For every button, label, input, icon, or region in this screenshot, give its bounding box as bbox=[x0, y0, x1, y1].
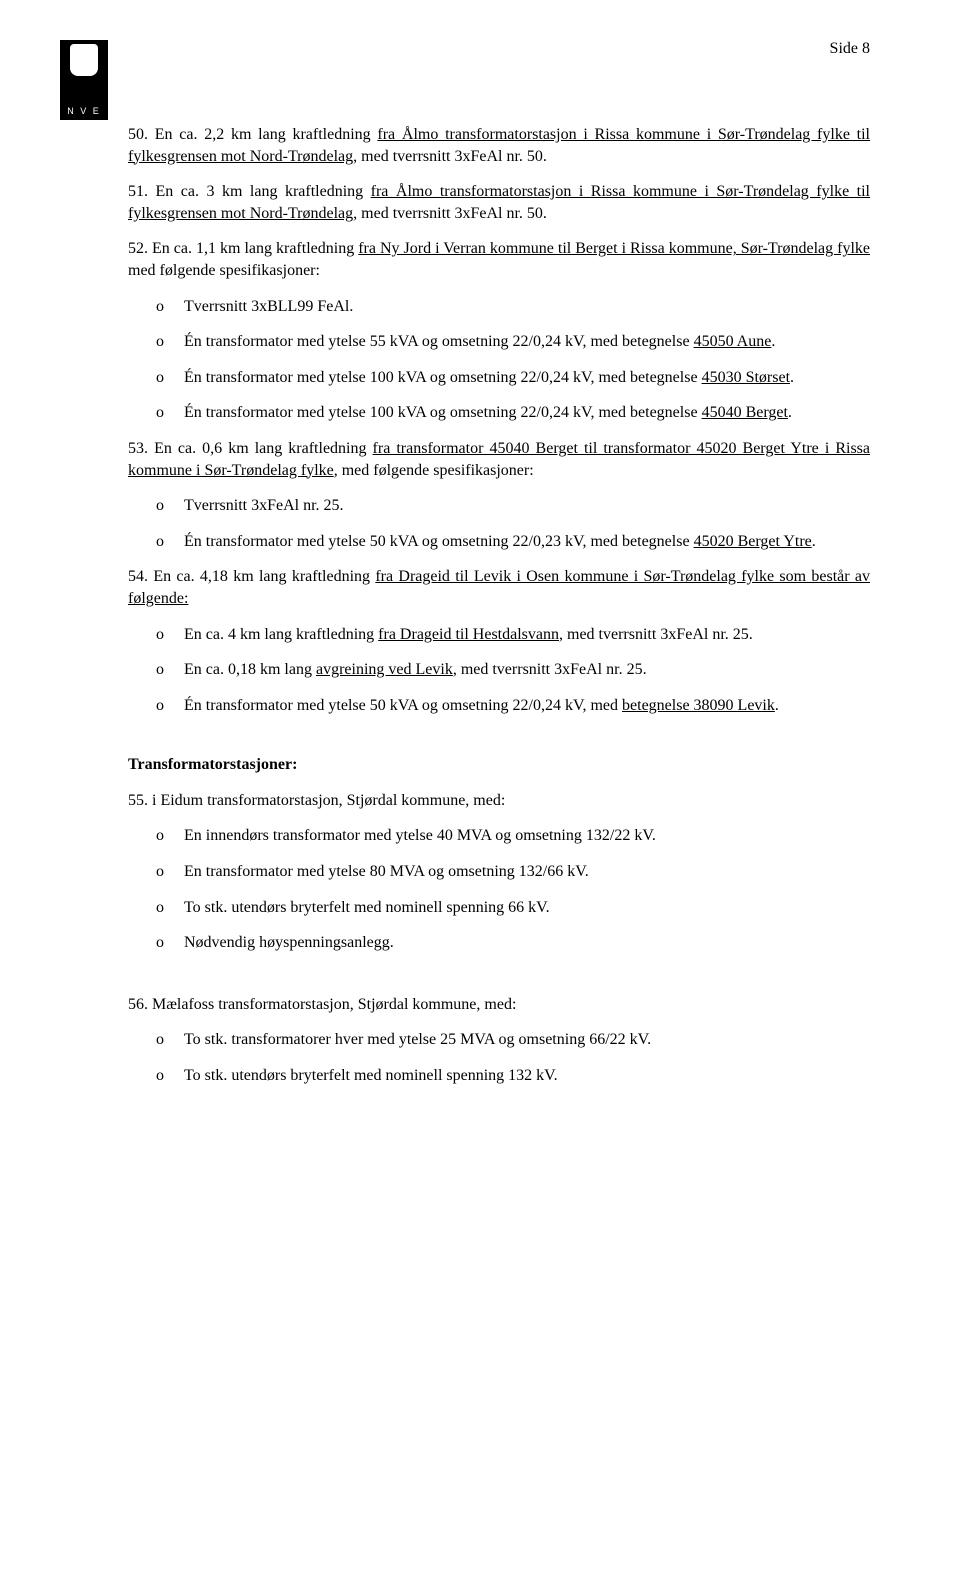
nve-logo: N V E bbox=[60, 40, 108, 120]
sub-list: oTo stk. transformatorer hver med ytelse… bbox=[156, 1029, 870, 1086]
sub-item-text: Tverrsnitt 3xFeAl nr. 25. bbox=[184, 495, 870, 517]
spacer bbox=[128, 968, 870, 994]
bullet-icon: o bbox=[156, 402, 184, 424]
sub-item: oEn ca. 4 km lang kraftledning fra Drage… bbox=[156, 624, 870, 646]
section-title: Transformatorstasjoner: bbox=[128, 754, 870, 776]
sub-item: oÉn transformator med ytelse 50 kVA og o… bbox=[156, 695, 870, 717]
list-item: 52. En ca. 1,1 km lang kraftledning fra … bbox=[128, 238, 870, 281]
sub-item: oTverrsnitt 3xBLL99 FeAl. bbox=[156, 296, 870, 318]
bullet-icon: o bbox=[156, 495, 184, 517]
bullet-icon: o bbox=[156, 296, 184, 318]
sub-item: oÉn transformator med ytelse 50 kVA og o… bbox=[156, 531, 870, 553]
sub-item: oEn innendørs transformator med ytelse 4… bbox=[156, 825, 870, 847]
sub-item-text: En ca. 0,18 km lang avgreining ved Levik… bbox=[184, 659, 870, 681]
underlined-text: fra Ålmo transformatorstasjon i Rissa ko… bbox=[128, 126, 870, 165]
sub-item-text: Én transformator med ytelse 55 kVA og om… bbox=[184, 331, 870, 353]
bullet-icon: o bbox=[156, 1029, 184, 1051]
bullet-icon: o bbox=[156, 695, 184, 717]
sub-list: oEn ca. 4 km lang kraftledning fra Drage… bbox=[156, 624, 870, 717]
bullet-icon: o bbox=[156, 825, 184, 847]
underlined-text: fra transformator 45040 Berget til trans… bbox=[128, 440, 870, 479]
content: 50. En ca. 2,2 km lang kraftledning fra … bbox=[128, 124, 870, 1087]
sub-list: oEn innendørs transformator med ytelse 4… bbox=[156, 825, 870, 953]
bullet-icon: o bbox=[156, 531, 184, 553]
sub-item: oEn ca. 0,18 km lang avgreining ved Levi… bbox=[156, 659, 870, 681]
sub-item: oÉn transformator med ytelse 100 kVA og … bbox=[156, 367, 870, 389]
sub-item-text: En innendørs transformator med ytelse 40… bbox=[184, 825, 870, 847]
sub-item-text: To stk. utendørs bryterfelt med nominell… bbox=[184, 1065, 870, 1087]
station-item: 56. Mælafoss transformatorstasjon, Stjør… bbox=[128, 994, 870, 1016]
underlined-text: 45040 Berget bbox=[702, 404, 788, 421]
sub-item: oTo stk. transformatorer hver med ytelse… bbox=[156, 1029, 870, 1051]
list-item: 50. En ca. 2,2 km lang kraftledning fra … bbox=[128, 124, 870, 167]
underlined-text: fra Drageid til Hestdalsvann bbox=[378, 626, 559, 643]
sub-item: oNødvendig høyspenningsanlegg. bbox=[156, 932, 870, 954]
sub-item-text: En ca. 4 km lang kraftledning fra Dragei… bbox=[184, 624, 870, 646]
page: N V E Side 8 50. En ca. 2,2 km lang kraf… bbox=[0, 0, 960, 1161]
list-item: 51. En ca. 3 km lang kraftledning fra Ål… bbox=[128, 181, 870, 224]
sub-item-text: Én transformator med ytelse 100 kVA og o… bbox=[184, 367, 870, 389]
bullet-icon: o bbox=[156, 897, 184, 919]
list-item: 53. En ca. 0,6 km lang kraftledning fra … bbox=[128, 438, 870, 481]
bullet-icon: o bbox=[156, 861, 184, 883]
bullet-icon: o bbox=[156, 624, 184, 646]
underlined-text: 45030 Størset bbox=[702, 369, 790, 386]
sub-item-text: Tverrsnitt 3xBLL99 FeAl. bbox=[184, 296, 870, 318]
sub-item: oTverrsnitt 3xFeAl nr. 25. bbox=[156, 495, 870, 517]
page-header: N V E Side 8 bbox=[128, 40, 870, 124]
sub-item: oÉn transformator med ytelse 100 kVA og … bbox=[156, 402, 870, 424]
sub-item: oTo stk. utendørs bryterfelt med nominel… bbox=[156, 1065, 870, 1087]
underlined-text: fra Drageid til Levik i Osen kommune i S… bbox=[128, 568, 870, 607]
sub-item-text: Én transformator med ytelse 50 kVA og om… bbox=[184, 531, 870, 553]
sub-list: oTverrsnitt 3xFeAl nr. 25.oÉn transforma… bbox=[156, 495, 870, 552]
sub-item-text: Én transformator med ytelse 100 kVA og o… bbox=[184, 402, 870, 424]
bullet-icon: o bbox=[156, 331, 184, 353]
sub-item-text: Nødvendig høyspenningsanlegg. bbox=[184, 932, 870, 954]
bullet-icon: o bbox=[156, 367, 184, 389]
sub-item: oÉn transformator med ytelse 55 kVA og o… bbox=[156, 331, 870, 353]
logo-label: N V E bbox=[67, 106, 101, 116]
sub-item-text: En transformator med ytelse 80 MVA og om… bbox=[184, 861, 870, 883]
sub-item-text: To stk. utendørs bryterfelt med nominell… bbox=[184, 897, 870, 919]
underlined-text: fra Ny Jord i Verran kommune til Berget … bbox=[358, 240, 870, 257]
sub-item-text: Én transformator med ytelse 50 kVA og om… bbox=[184, 695, 870, 717]
bullet-icon: o bbox=[156, 659, 184, 681]
sub-item: oEn transformator med ytelse 80 MVA og o… bbox=[156, 861, 870, 883]
underlined-text: 45050 Aune bbox=[694, 333, 772, 350]
underlined-text: avgreining ved Levik bbox=[316, 661, 453, 678]
bullet-icon: o bbox=[156, 1065, 184, 1087]
underlined-text: 45020 Berget Ytre bbox=[694, 533, 812, 550]
emblem-icon bbox=[70, 44, 98, 76]
page-number: Side 8 bbox=[830, 40, 870, 58]
sub-item-text: To stk. transformatorer hver med ytelse … bbox=[184, 1029, 870, 1051]
underlined-text: betegnelse 38090 Levik bbox=[622, 697, 775, 714]
bullet-icon: o bbox=[156, 932, 184, 954]
underlined-text: fra Ålmo transformatorstasjon i Rissa ko… bbox=[128, 183, 870, 222]
sub-item: oTo stk. utendørs bryterfelt med nominel… bbox=[156, 897, 870, 919]
sub-list: oTverrsnitt 3xBLL99 FeAl.oÉn transformat… bbox=[156, 296, 870, 424]
list-item: 54. En ca. 4,18 km lang kraftledning fra… bbox=[128, 566, 870, 609]
station-item: 55. i Eidum transformatorstasjon, Stjørd… bbox=[128, 790, 870, 812]
